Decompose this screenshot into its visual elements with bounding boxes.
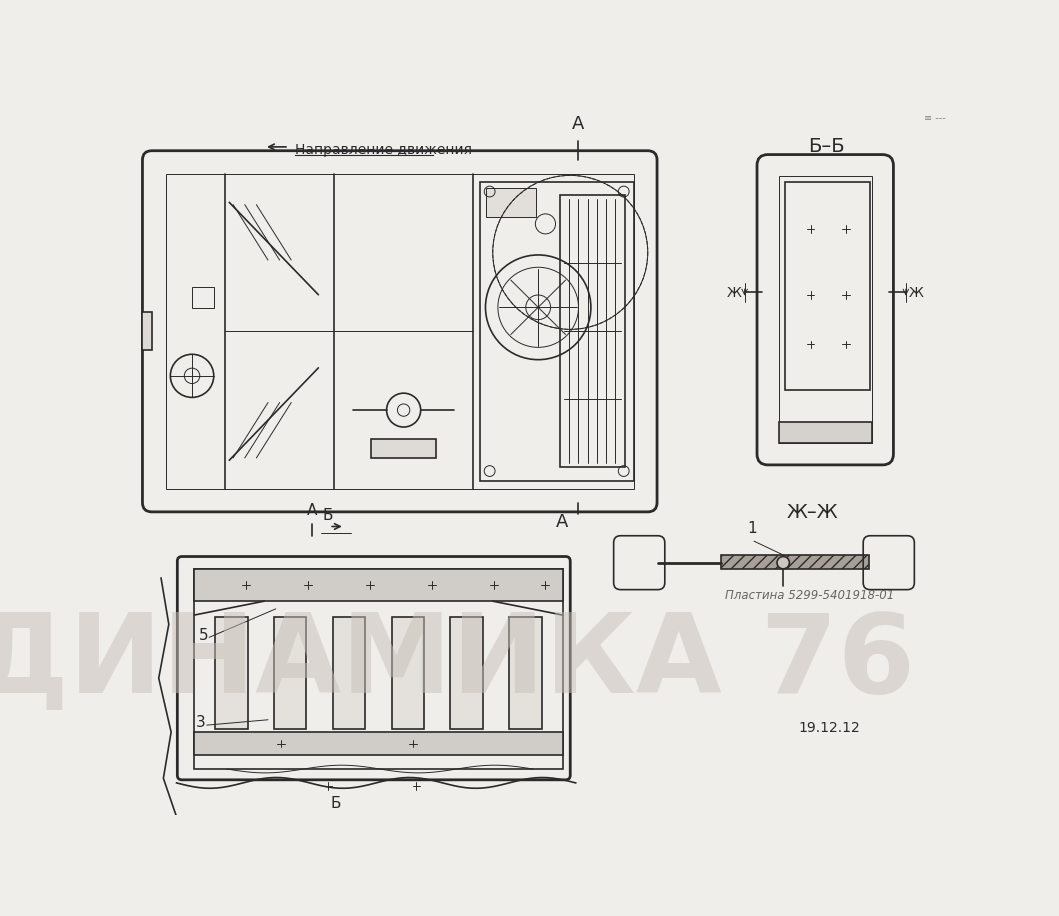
Text: 5: 5: [199, 627, 209, 643]
Text: Ж–Ж: Ж–Ж: [787, 503, 839, 522]
Text: А: А: [572, 115, 585, 133]
Bar: [450, 616, 483, 729]
Text: 1: 1: [748, 521, 757, 537]
Bar: [785, 182, 870, 390]
Bar: [192, 287, 214, 309]
Bar: [486, 188, 536, 217]
Text: Направление движения: Направление движения: [295, 143, 472, 157]
Bar: [509, 616, 541, 729]
Bar: [371, 440, 436, 458]
Bar: [143, 311, 151, 350]
Text: А: А: [307, 503, 318, 518]
Bar: [560, 195, 625, 467]
Bar: [778, 421, 872, 443]
Text: ≡ ---: ≡ ---: [925, 113, 946, 123]
Bar: [215, 616, 248, 729]
Text: Б: Б: [322, 508, 333, 523]
Bar: [778, 176, 872, 443]
Text: А: А: [556, 513, 569, 531]
Bar: [274, 616, 306, 729]
Circle shape: [777, 557, 789, 569]
Text: Ж: Ж: [909, 286, 923, 300]
Text: Б–Б: Б–Б: [808, 137, 844, 157]
Text: 19.12.12: 19.12.12: [798, 721, 861, 735]
Bar: [195, 732, 562, 755]
Bar: [721, 555, 868, 569]
Text: Ж: Ж: [728, 286, 742, 300]
Bar: [392, 616, 424, 729]
Bar: [480, 181, 633, 481]
Text: Б: Б: [331, 795, 341, 811]
Bar: [195, 569, 562, 601]
Text: ДИНАМИКА 76: ДИНАМИКА 76: [0, 609, 915, 716]
Bar: [333, 616, 365, 729]
Bar: [195, 569, 562, 769]
Bar: [165, 174, 633, 489]
Text: Пластина 5299-5401918-01: Пластина 5299-5401918-01: [725, 589, 895, 602]
Text: 3: 3: [196, 715, 207, 730]
